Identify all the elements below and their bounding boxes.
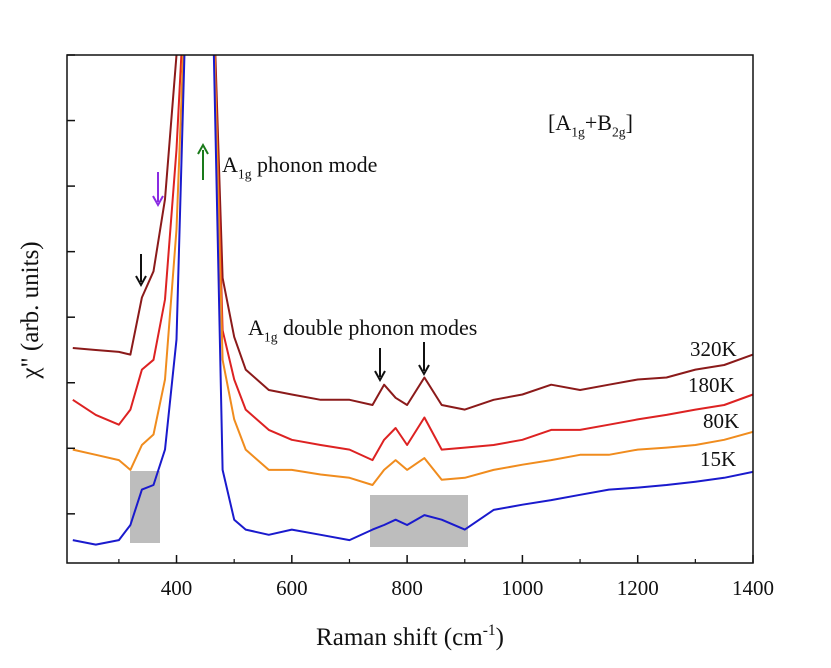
x-tick-label: 800 — [391, 576, 423, 600]
annotation: [A1g+B2g] — [548, 110, 633, 140]
text-part: [A — [548, 110, 571, 135]
annotation: A1g double phonon modes — [248, 315, 477, 345]
x-axis-label: Raman shift (cm-1) — [316, 622, 504, 651]
plot-frame — [66, 54, 754, 564]
text-part: ] — [626, 110, 633, 135]
text-part: double phonon modes — [278, 315, 478, 340]
text-part: +B — [585, 110, 612, 135]
series-line — [72, 55, 753, 486]
text-part: A — [222, 152, 238, 177]
text-part: 1g — [238, 167, 252, 182]
arrow-head — [418, 364, 430, 377]
series-line — [72, 55, 753, 546]
highlight-box — [370, 495, 468, 547]
arrow-head — [374, 370, 386, 383]
series-label: 320K — [690, 337, 737, 361]
text-part: A — [248, 315, 264, 340]
arrow-head — [135, 275, 147, 288]
series-label: 80K — [703, 409, 739, 433]
series-line — [72, 55, 753, 411]
x-tick-label: 1400 — [732, 576, 774, 600]
plot-lines — [72, 55, 753, 546]
x-tick-label: 400 — [161, 576, 193, 600]
y-axis-label: χ" (arb. units) — [17, 241, 44, 379]
x-tick-label: 600 — [276, 576, 308, 600]
x-tick-label: 1000 — [501, 576, 543, 600]
text-part: Raman shift (cm — [316, 624, 483, 651]
text-part: -1 — [483, 622, 496, 639]
x-tick-label: 1200 — [617, 576, 659, 600]
arrow-head — [197, 142, 209, 155]
text-part: χ" (arb. units) — [17, 241, 44, 379]
text-part: 2g — [612, 125, 626, 140]
text-part: ) — [496, 624, 504, 651]
series-label: 180K — [688, 373, 735, 397]
annotation: A1g phonon mode — [222, 152, 377, 182]
text-part: 1g — [264, 330, 278, 345]
text-part: phonon mode — [252, 152, 378, 177]
arrow-head — [152, 195, 164, 208]
arrows — [135, 142, 430, 383]
text-part: 1g — [571, 125, 585, 140]
series-line — [72, 55, 753, 462]
series-label: 15K — [700, 447, 736, 471]
